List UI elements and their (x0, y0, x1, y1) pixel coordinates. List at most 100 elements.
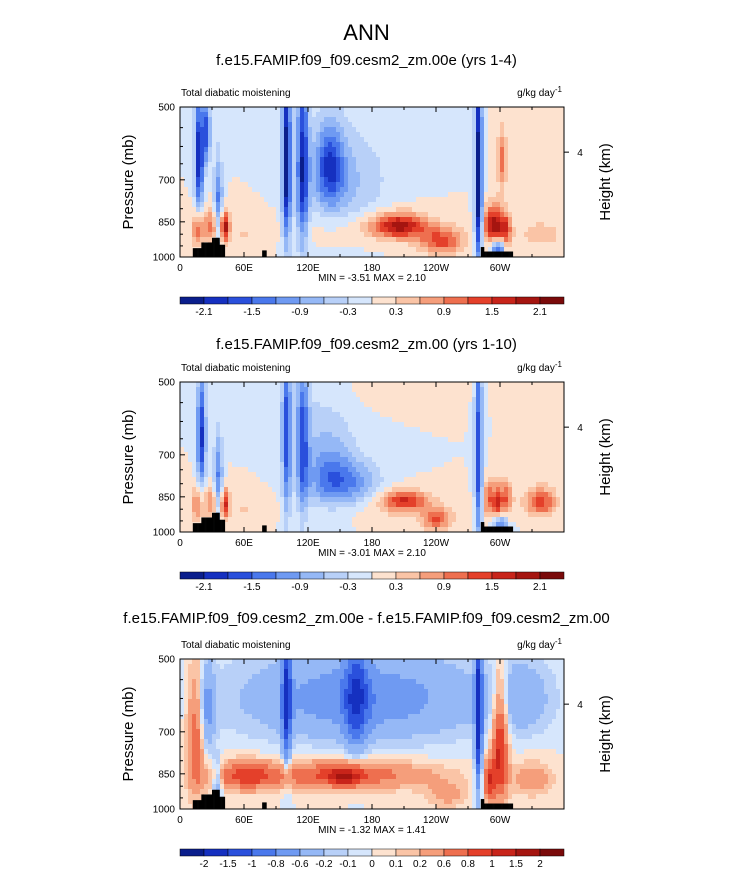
field-cell (236, 177, 241, 183)
field-cell (240, 147, 245, 153)
field-cell (216, 447, 221, 453)
field-cell (352, 147, 357, 153)
field-cell (276, 167, 281, 173)
field-cell (260, 232, 265, 238)
field-cell (272, 172, 277, 178)
field-cell (360, 187, 365, 193)
field-cell (440, 477, 445, 483)
field-cell (524, 477, 529, 483)
field-cell (420, 122, 425, 128)
field-cell (300, 397, 305, 403)
field-cell (388, 407, 393, 413)
field-cell (560, 242, 565, 248)
field-cell (328, 112, 333, 118)
field-cell (340, 222, 345, 228)
field-cell (332, 252, 337, 258)
field-cell (296, 452, 301, 458)
field-cell (300, 422, 305, 428)
field-cell (264, 137, 269, 143)
field-cell (324, 137, 329, 143)
field-cell (240, 392, 245, 398)
field-cell (276, 232, 281, 238)
field-cell (360, 232, 365, 238)
field-cell (272, 252, 277, 258)
field-cell (300, 387, 305, 393)
field-cell (216, 457, 221, 463)
field-cell (372, 132, 377, 138)
field-cell (508, 407, 513, 413)
field-cell (260, 122, 265, 128)
field-cell (392, 207, 397, 213)
field-cell (232, 112, 237, 118)
field-cell (488, 442, 493, 448)
field-cell (556, 457, 561, 463)
field-cell (360, 202, 365, 208)
field-cell (428, 432, 433, 438)
field-cell (420, 442, 425, 448)
field-cell (400, 457, 405, 463)
field-cell (200, 152, 205, 158)
field-cell (392, 397, 397, 403)
field-cell (360, 147, 365, 153)
field-cell (436, 242, 441, 248)
field-cell (548, 392, 553, 398)
field-cell (284, 237, 289, 243)
field-cell (304, 167, 309, 173)
field-cell (224, 237, 229, 243)
field-cell (444, 447, 449, 453)
field-cell (480, 417, 485, 423)
field-cell (552, 152, 557, 158)
field-cell (300, 172, 305, 178)
field-cell (404, 172, 409, 178)
field-cell (536, 162, 541, 168)
field-cell (384, 472, 389, 478)
field-cell (208, 222, 213, 228)
field-cell (548, 467, 553, 473)
field-cell (420, 187, 425, 193)
field-cell (192, 242, 197, 248)
field-cell (484, 192, 489, 198)
field-cell (560, 122, 565, 128)
field-cell (340, 232, 345, 238)
field-cell (520, 417, 525, 423)
field-cell (300, 117, 305, 123)
field-cell (532, 222, 537, 228)
field-cell (380, 452, 385, 458)
field-cell (328, 237, 333, 243)
field-cell (536, 407, 541, 413)
field-cell (196, 222, 201, 228)
field-cell (332, 482, 337, 488)
field-cell (396, 427, 401, 433)
field-cell (420, 127, 425, 133)
field-cell (284, 227, 289, 233)
field-cell (340, 202, 345, 208)
field-cell (540, 132, 545, 138)
field-cell (400, 122, 405, 128)
field-cell (548, 227, 553, 233)
field-cell (324, 232, 329, 238)
field-cell (324, 122, 329, 128)
field-cell (444, 207, 449, 213)
field-cell (296, 472, 301, 478)
field-cell (208, 162, 213, 168)
field-cell (308, 437, 313, 443)
field-cell (308, 232, 313, 238)
field-cell (316, 407, 321, 413)
field-cell (352, 132, 357, 138)
field-cell (308, 132, 313, 138)
field-cell (344, 237, 349, 243)
field-cell (328, 452, 333, 458)
field-cell (192, 462, 197, 468)
field-cell (196, 122, 201, 128)
field-cell (296, 132, 301, 138)
field-cell (472, 387, 477, 393)
field-cell (204, 127, 209, 133)
field-cell (452, 112, 457, 118)
field-cell (204, 157, 209, 163)
field-cell (540, 117, 545, 123)
field-cell (296, 427, 301, 433)
field-cell (264, 107, 269, 113)
field-cell (208, 117, 213, 123)
field-cell (436, 197, 441, 203)
field-cell (448, 202, 453, 208)
